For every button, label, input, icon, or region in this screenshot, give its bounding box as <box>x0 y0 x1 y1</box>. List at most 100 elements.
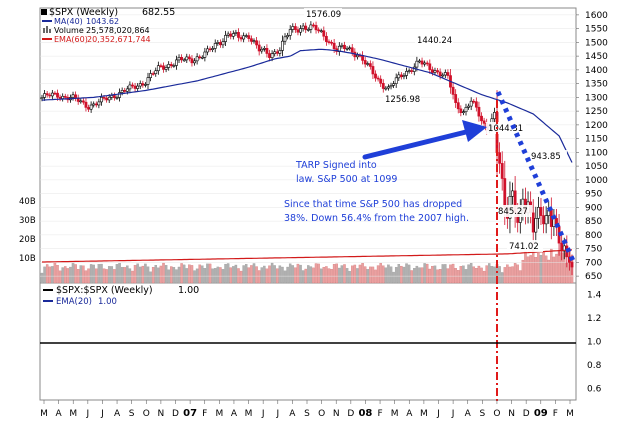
price-tick-label: 1200 <box>585 121 608 131</box>
candle-body <box>410 70 414 72</box>
candle-body <box>309 24 313 30</box>
candle-body <box>275 51 279 54</box>
x-tick-label: S <box>129 409 135 419</box>
tarp-note-line2: law. S&P 500 at 1099 <box>296 174 397 185</box>
volume-bar <box>348 270 351 284</box>
volume-bar <box>84 270 88 284</box>
volume-bar <box>387 264 390 284</box>
candle-body <box>268 53 271 58</box>
volume-bar <box>232 266 235 284</box>
legend-symbol: $SPX (Weekly) <box>49 7 118 18</box>
ratio-tick-label: 1.2 <box>587 314 601 324</box>
volume-bar <box>467 264 470 284</box>
volume-bar <box>376 265 380 284</box>
volume-bar <box>418 267 421 284</box>
candle-body <box>123 90 127 92</box>
volume-bar <box>100 263 103 284</box>
tarp-note-line1: TARP Signed into <box>295 160 377 171</box>
volume-bar <box>519 270 522 284</box>
candle-body <box>144 84 147 86</box>
x-tick-label: F <box>202 409 207 419</box>
candle-body <box>288 29 292 36</box>
ratio-tick-label: 0.8 <box>587 361 602 371</box>
x-tick-label: M <box>391 409 399 419</box>
volume-bar <box>128 268 132 284</box>
volume-bar <box>314 263 318 284</box>
volume-bar <box>133 265 137 284</box>
candle-body <box>128 84 132 90</box>
candle-body <box>92 103 96 106</box>
candle-body <box>115 97 119 99</box>
candle-body <box>327 41 331 43</box>
ratio-tick-label: 1.4 <box>587 291 602 301</box>
candle-body <box>363 60 367 65</box>
candle-body <box>480 115 483 122</box>
price-tick-label: 950 <box>585 190 602 200</box>
candle-body <box>164 67 168 70</box>
volume-bar <box>107 266 111 284</box>
legend-ema-label: EMA(60) <box>54 35 88 44</box>
candle-body <box>193 60 196 64</box>
candle-body <box>291 26 295 30</box>
candle-body <box>459 108 463 114</box>
candle-body <box>433 70 437 73</box>
volume-bar <box>534 257 538 284</box>
volume-bar <box>524 251 527 284</box>
candle-body <box>185 56 189 61</box>
candle-body <box>195 56 199 62</box>
candle-body <box>469 100 473 107</box>
candle-body <box>48 94 52 97</box>
candle-body <box>415 60 419 68</box>
candle-body <box>560 242 564 252</box>
volume-bar <box>462 265 465 284</box>
candle-body <box>156 65 160 72</box>
candle-body <box>392 83 396 86</box>
x-tick-label: A <box>56 409 63 419</box>
candle-body <box>61 95 65 99</box>
ratio-ema-value: 1.00 <box>98 297 117 307</box>
volume-bar <box>480 267 483 284</box>
price-tick-label: 1400 <box>585 66 608 76</box>
volume-tick-label: 10B <box>19 254 36 264</box>
drop-note-line1: Since that time S&P 500 has dropped <box>284 199 462 210</box>
ratio-axis: 1.4 1.2 1.0 0.8 0.6 <box>587 291 602 395</box>
volume-bar <box>469 262 473 284</box>
label-peak-2008: 1440.24 <box>417 36 452 46</box>
candle-body <box>500 163 504 179</box>
candle-body <box>206 48 209 53</box>
volume-bar <box>97 264 101 284</box>
volume-bar <box>400 265 403 284</box>
candle-body <box>234 32 238 34</box>
candle-body <box>544 215 548 225</box>
volume-bar <box>102 268 106 284</box>
candle-body <box>356 54 359 58</box>
volume-bar <box>257 270 261 284</box>
candle-body <box>270 53 274 58</box>
candle-body <box>319 30 323 33</box>
candle-body <box>262 48 266 50</box>
volume-bar <box>410 270 413 284</box>
volume-bar <box>531 248 535 284</box>
volume-bar <box>226 263 230 284</box>
volume-bar <box>544 255 548 284</box>
price-tick-label: 750 <box>585 245 602 255</box>
candle-body <box>208 48 212 51</box>
candle-body <box>314 25 318 31</box>
candle-body <box>53 92 57 95</box>
volume-bar <box>402 266 406 284</box>
volume-bar <box>286 266 289 284</box>
price-tick-label: 700 <box>585 258 602 268</box>
volume-bar <box>247 267 251 284</box>
candle-body <box>374 73 377 79</box>
candle-body <box>536 207 540 219</box>
volume-bar <box>48 266 52 284</box>
volume-bar <box>420 267 424 284</box>
candle-body <box>493 112 496 120</box>
candle-body <box>371 66 375 75</box>
ma40-line <box>41 48 573 163</box>
candle-body <box>539 207 543 216</box>
volume-bar <box>296 263 300 284</box>
candle-body <box>136 85 140 89</box>
x-tick-label: J <box>86 409 90 419</box>
